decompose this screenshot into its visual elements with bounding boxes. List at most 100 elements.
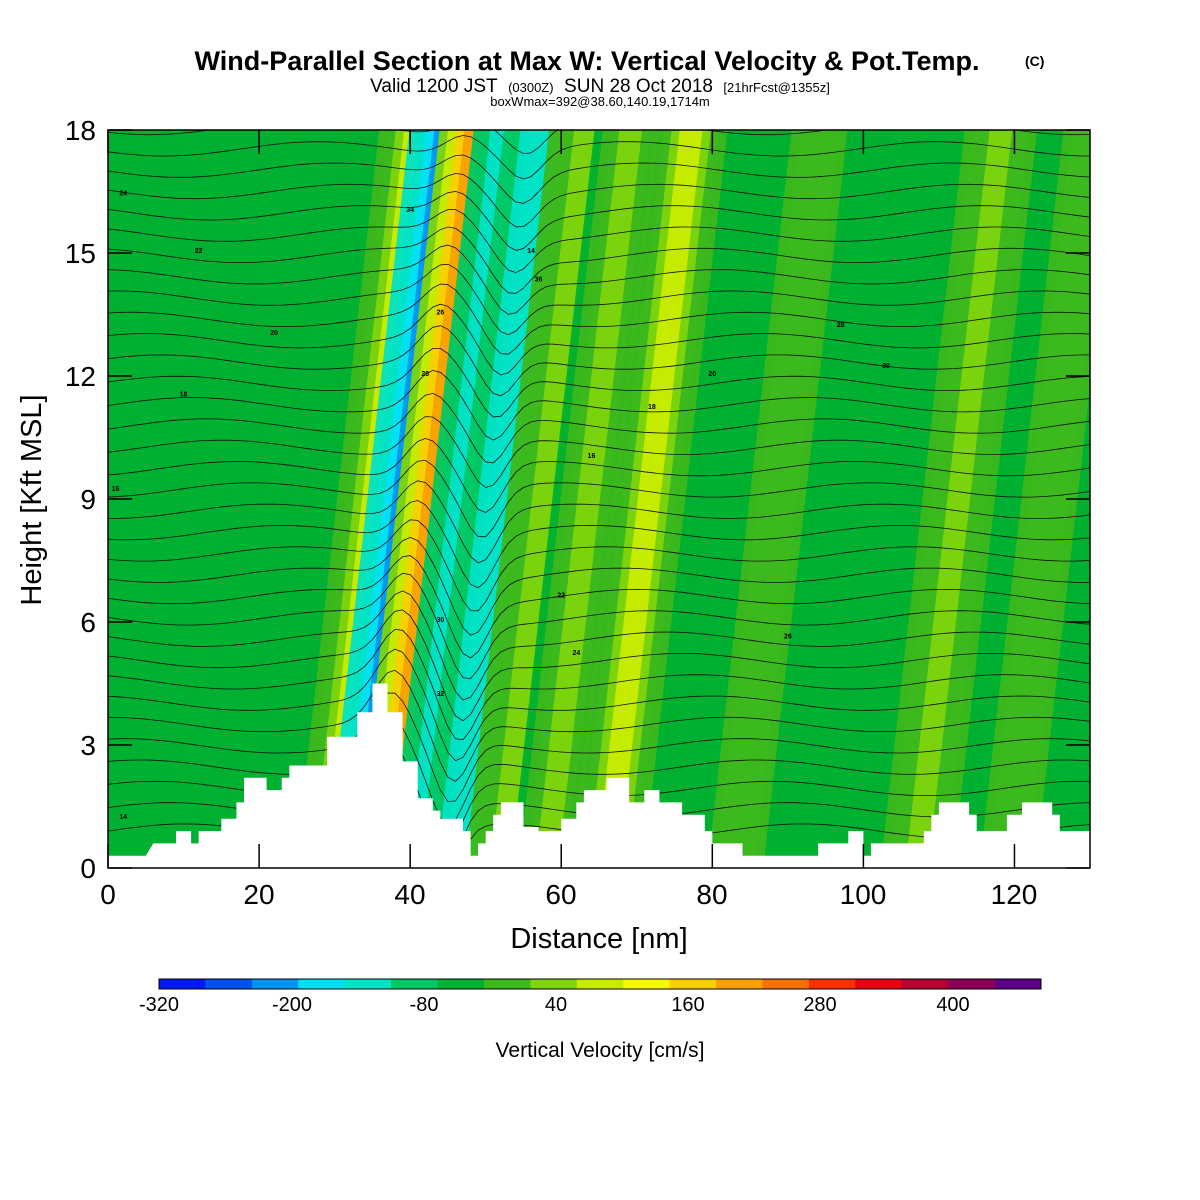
contour-label: 24 [119,191,127,198]
colorbar-swatch [159,979,206,989]
terrain-mask [108,683,1090,868]
valid-utc: (0300Z) [508,80,554,95]
theta-contour [108,555,1090,659]
axis-ticks [107,129,1090,869]
colorbar-swatch [994,979,1042,989]
theta-contour [108,348,1090,418]
theta-contour [108,263,1090,336]
contour-label: 16 [588,453,596,460]
theta-contour [108,226,1090,294]
colorbar-tick-label: -200 [272,994,312,1016]
theta-contour [108,437,1090,514]
theta-contour [108,370,1090,441]
colorbar-swatch [437,979,485,989]
colorbar-frame [158,978,1042,990]
x-tick-label: 60 [545,879,576,910]
contour-label: 32 [436,691,444,698]
terrain [108,683,1090,868]
contour-label: 20 [708,371,716,378]
colorbar-swatch [576,979,624,989]
contour-label: 16 [112,486,120,493]
theta-contour [108,392,1090,464]
theta-contour [108,244,1090,315]
x-tick-label: 40 [394,879,425,910]
contour-label: 18 [648,404,656,411]
velocity-band [489,130,597,868]
colorbar-tick-label: -80 [410,994,439,1016]
theta-contour [108,173,1090,228]
contour-label: 20 [270,330,278,337]
colorbar-swatch [623,979,671,989]
theta-contour [108,536,1090,636]
y-tick-label: 3 [80,730,96,761]
y-tick-label: 18 [65,115,96,146]
colorbar-swatch [251,979,299,989]
contour-label: 22 [557,592,565,599]
y-tick-labels: 0 3 6 9 12 15 18 [65,115,96,884]
colorbar-tick-label: 280 [803,994,836,1016]
chart-title: Wind-Parallel Section at Max W: Vertical… [195,46,980,76]
theta-contour [108,154,1090,204]
velocity-band [995,130,1090,868]
y-tick-label: 0 [80,853,96,884]
contour-label: 30 [882,363,890,370]
colorbar [158,978,1042,990]
colorbar-swatch [530,979,578,989]
contour-label: 30 [436,617,444,624]
contour-label: 26 [784,633,792,640]
theta-contour [108,283,1090,355]
theta-contour [108,325,1090,397]
colorbar-swatch [205,979,253,989]
colorbar-swatch [901,979,949,989]
y-axis-label: Height [Kft MSL] [16,394,48,605]
contour-label: 14 [527,248,535,255]
theta-contour [108,648,1090,762]
theta-contour [108,692,1090,802]
theta-contour [108,209,1090,274]
theta-contour [108,303,1090,376]
theta-contour [108,459,1090,538]
theta-contour [108,590,1090,701]
velocity-band [595,130,703,868]
x-tick-label: 100 [840,879,887,910]
contour-label: 36 [535,277,543,284]
y-tick-label: 12 [65,361,96,392]
theta-contour [108,628,1090,741]
colorbar-swatch [808,979,856,989]
colorbar-tick-label: 40 [545,994,567,1016]
colorbar-swatch [855,979,903,989]
theta-contour [108,519,1090,612]
colorbar-tick-label: 400 [936,994,969,1016]
theta-contour [108,416,1090,488]
colorbar-swatch [948,979,996,989]
x-axis-label: Distance [nm] [510,923,687,955]
colorbar-swatch [344,979,392,989]
theta-contour [108,572,1090,680]
contour-label: 24 [572,650,580,657]
theta-contour [108,714,1090,826]
x-tick-labels: 0 20 40 60 80 100 120 [100,879,1037,910]
velocity-band [723,130,831,868]
x-tick-label: 120 [991,879,1038,910]
valid-prefix: Valid 1200 JST [370,76,498,97]
y-tick-label: 6 [80,607,96,638]
contour-label: 26 [436,310,444,317]
theta-contour [108,669,1090,782]
colorbar-tick-label: -320 [139,994,179,1016]
theta-contour [108,609,1090,722]
copyright-mark: (C) [1025,53,1044,69]
x-tick-label: 20 [243,879,274,910]
contour-label: 18 [180,392,188,399]
theta-contour [108,480,1090,564]
x-tick-label: 80 [696,879,727,910]
valid-date: SUN 28 Oct 2018 [564,76,713,97]
colorbar-swatch [298,979,346,989]
colorbar-swatch [669,979,717,989]
colorbar-swatch [483,979,531,989]
velocity-field [108,130,1090,868]
box-info: boxWmax=392@38.60,140.19,1714m [490,94,710,109]
contour-label: 22 [195,248,203,255]
valid-time-line: Valid 1200 JST (0300Z) SUN 28 Oct 2018 [… [370,76,830,97]
velocity-band [905,130,1013,868]
colorbar-label: Vertical Velocity [cm/s] [496,1039,705,1062]
